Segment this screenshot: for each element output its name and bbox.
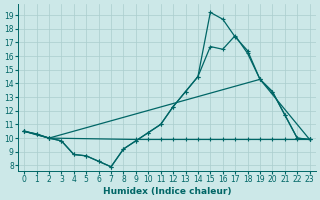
X-axis label: Humidex (Indice chaleur): Humidex (Indice chaleur) [103,187,231,196]
